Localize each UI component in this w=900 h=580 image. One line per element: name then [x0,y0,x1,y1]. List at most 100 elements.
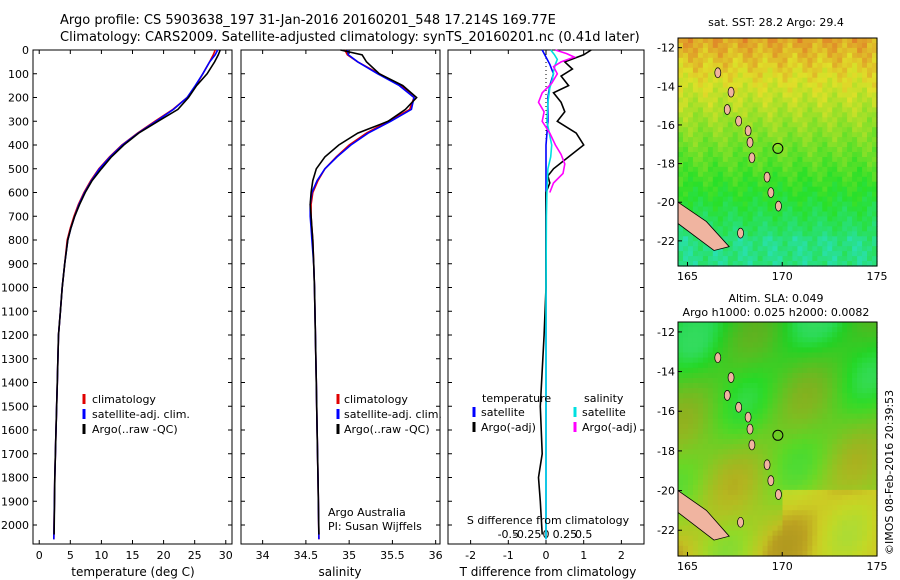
map-cell [802,337,808,343]
imos-stamp: ©IMOS 08-Feb-2016 20:39:53 [883,390,896,555]
map-cell [792,525,798,532]
map-cell [767,367,774,374]
map-cell [692,196,699,203]
map-cell [782,157,789,163]
map-cell [807,127,813,133]
map-cell [862,459,868,465]
map-cell [852,43,858,49]
map-cell [752,403,759,410]
map-cell [822,398,828,404]
map-cell [812,433,818,440]
map-cell [707,211,714,218]
map-cell [842,157,848,163]
map-cell [847,428,853,435]
legend-satellite-label: satellite-adj. clim. [92,408,190,421]
map-cell [862,47,868,54]
map-cell [827,505,833,511]
map-cell [777,186,784,193]
map-cell [707,505,714,511]
map-cell [722,469,729,476]
map-cell [817,112,823,118]
map-cell [737,479,744,486]
map-cell [857,92,863,99]
map-cell [688,196,694,203]
map-cell [812,378,818,384]
map-cell [792,166,798,173]
map-cell [827,216,833,222]
map-cell [732,107,739,113]
map-cell [787,52,794,59]
map-cell [862,87,868,94]
map-cell [752,408,759,415]
map-cell [772,147,779,153]
map-cell [732,505,739,511]
map-cell [787,423,794,430]
map-cell [827,449,833,455]
map-cell [747,92,754,99]
map-cell [792,535,798,542]
map-cell [842,372,848,379]
map-cell [842,347,848,354]
map-cell [837,444,843,450]
map-cell [683,357,689,364]
map-cell [857,231,863,237]
map-cell [862,241,868,247]
map-cell [767,454,774,460]
map-cell [747,57,754,64]
map-cell [772,423,779,430]
map-cell [757,97,764,104]
map-cell [857,161,863,168]
map-cell [862,413,868,420]
map-cell [857,211,863,218]
map-cell [742,147,749,153]
map-cell [688,57,694,64]
map-cell [867,191,873,198]
map-cell [817,152,823,158]
map-cell [832,525,838,532]
map-cell [782,495,789,501]
map-cell [792,261,798,267]
map-cell [762,211,769,218]
island [735,115,742,127]
x-tick-label: 0 [543,549,550,562]
map-cell [707,191,714,198]
map-cell [722,206,729,213]
map-cell [697,107,704,113]
map-cell [737,261,744,267]
map-cell [702,52,709,59]
map-cell [797,545,803,552]
map-cell [762,161,769,168]
map-cell [802,332,808,338]
map-cell [767,439,774,445]
map-cell [857,525,863,532]
map-cell [727,540,734,547]
map-cell [867,520,873,527]
map-cell [697,474,704,481]
map-cell [727,191,734,198]
map-cell [772,383,779,389]
map-cell [792,505,798,511]
map-cell [782,388,789,394]
map-cell [812,166,818,173]
map-cell [797,112,803,118]
map-cell [857,57,863,64]
map-cell [767,102,774,108]
map-cell [737,171,744,178]
map-cell [812,152,818,158]
map-cell [792,221,798,227]
map-cell [757,157,764,163]
map-cell [862,393,868,399]
map-cell [752,127,759,133]
map-cell [678,378,684,384]
map-cell [857,122,863,128]
map-cell [732,357,739,364]
map-cell [727,479,734,486]
map-cell [792,206,798,213]
map-cell [802,226,808,232]
map-cell [772,418,779,425]
map-cell [802,57,808,64]
map-cell [772,378,779,384]
map-cell [757,142,764,148]
map-cell [832,520,838,527]
map-cell [732,367,739,374]
